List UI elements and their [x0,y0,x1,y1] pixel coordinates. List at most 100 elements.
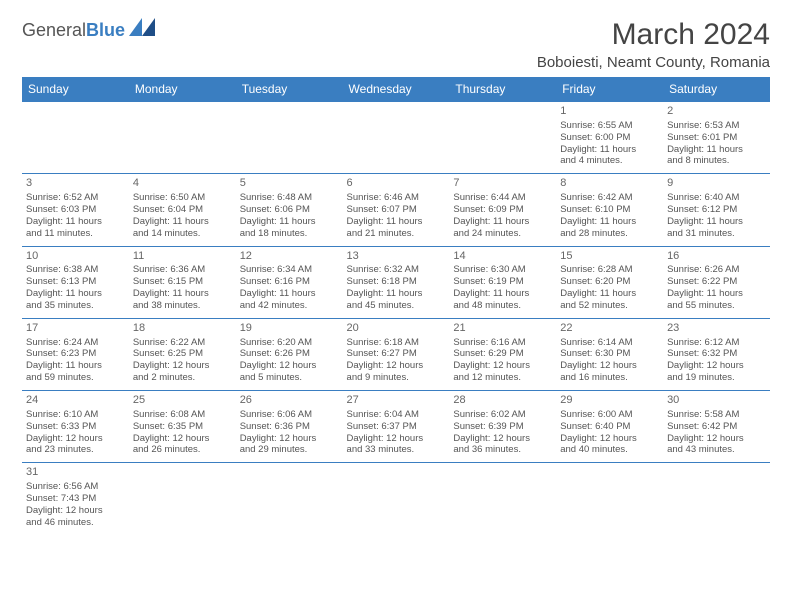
day-detail: Sunrise: 6:32 AM [347,264,446,276]
calendar-cell [449,463,556,535]
day-detail: Daylight: 11 hours [453,288,552,300]
weekday-header: Wednesday [343,77,450,102]
day-detail: Sunset: 6:01 PM [667,132,766,144]
day-detail: Sunset: 6:12 PM [667,204,766,216]
day-detail: Sunset: 6:13 PM [26,276,125,288]
day-detail: Sunrise: 6:26 AM [667,264,766,276]
day-detail: and 21 minutes. [347,228,446,240]
calendar-cell: 24Sunrise: 6:10 AMSunset: 6:33 PMDayligh… [22,391,129,463]
calendar-cell: 4Sunrise: 6:50 AMSunset: 6:04 PMDaylight… [129,174,236,246]
day-number: 17 [26,322,125,336]
header-row: GeneralBlue March 2024 Boboiesti, Neamt … [22,18,770,71]
day-detail: Sunrise: 6:38 AM [26,264,125,276]
day-number: 5 [240,177,339,191]
calendar-cell: 8Sunrise: 6:42 AMSunset: 6:10 PMDaylight… [556,174,663,246]
day-detail: Daylight: 12 hours [240,433,339,445]
day-number: 31 [26,466,125,480]
logo-word2: Blue [86,20,125,40]
day-detail: Daylight: 11 hours [240,288,339,300]
day-detail: Sunrise: 6:55 AM [560,120,659,132]
calendar-week-row: 10Sunrise: 6:38 AMSunset: 6:13 PMDayligh… [22,246,770,318]
day-detail: Sunrise: 6:44 AM [453,192,552,204]
calendar-cell: 10Sunrise: 6:38 AMSunset: 6:13 PMDayligh… [22,246,129,318]
day-detail: and 2 minutes. [133,372,232,384]
day-detail: and 11 minutes. [26,228,125,240]
calendar-cell: 29Sunrise: 6:00 AMSunset: 6:40 PMDayligh… [556,391,663,463]
day-number: 28 [453,394,552,408]
calendar-week-row: 31Sunrise: 6:56 AMSunset: 7:43 PMDayligh… [22,463,770,535]
calendar-cell: 23Sunrise: 6:12 AMSunset: 6:32 PMDayligh… [663,318,770,390]
day-detail: Daylight: 11 hours [667,216,766,228]
day-detail: Sunrise: 6:50 AM [133,192,232,204]
day-detail: and 9 minutes. [347,372,446,384]
calendar-cell [236,102,343,174]
day-detail: Sunset: 6:37 PM [347,421,446,433]
calendar-cell [236,463,343,535]
day-detail: and 28 minutes. [560,228,659,240]
weekday-header: Monday [129,77,236,102]
day-detail: Daylight: 11 hours [26,360,125,372]
day-detail: Daylight: 12 hours [347,433,446,445]
calendar-cell: 22Sunrise: 6:14 AMSunset: 6:30 PMDayligh… [556,318,663,390]
day-detail: Sunrise: 6:40 AM [667,192,766,204]
day-detail: and 23 minutes. [26,444,125,456]
calendar-cell: 27Sunrise: 6:04 AMSunset: 6:37 PMDayligh… [343,391,450,463]
day-number: 11 [133,250,232,264]
day-detail: Sunrise: 6:10 AM [26,409,125,421]
day-detail: Sunset: 6:32 PM [667,348,766,360]
day-detail: Sunrise: 6:22 AM [133,337,232,349]
day-detail: and 24 minutes. [453,228,552,240]
day-detail: Daylight: 12 hours [133,360,232,372]
day-detail: Sunrise: 6:30 AM [453,264,552,276]
calendar-cell: 16Sunrise: 6:26 AMSunset: 6:22 PMDayligh… [663,246,770,318]
day-detail: Daylight: 12 hours [26,433,125,445]
day-detail: Daylight: 11 hours [133,288,232,300]
day-detail: and 5 minutes. [240,372,339,384]
day-detail: Daylight: 11 hours [26,216,125,228]
day-detail: Sunset: 6:27 PM [347,348,446,360]
day-detail: Daylight: 11 hours [667,288,766,300]
calendar-cell: 6Sunrise: 6:46 AMSunset: 6:07 PMDaylight… [343,174,450,246]
calendar-cell: 12Sunrise: 6:34 AMSunset: 6:16 PMDayligh… [236,246,343,318]
calendar-week-row: 1Sunrise: 6:55 AMSunset: 6:00 PMDaylight… [22,102,770,174]
day-number: 25 [133,394,232,408]
calendar-cell: 5Sunrise: 6:48 AMSunset: 6:06 PMDaylight… [236,174,343,246]
day-number: 12 [240,250,339,264]
day-detail: Sunset: 6:00 PM [560,132,659,144]
weekday-header: Tuesday [236,77,343,102]
day-detail: Sunset: 6:16 PM [240,276,339,288]
day-detail: and 35 minutes. [26,300,125,312]
day-detail: and 16 minutes. [560,372,659,384]
day-detail: Sunset: 6:09 PM [453,204,552,216]
day-number: 21 [453,322,552,336]
calendar-cell: 11Sunrise: 6:36 AMSunset: 6:15 PMDayligh… [129,246,236,318]
day-detail: Sunset: 6:33 PM [26,421,125,433]
day-detail: Sunrise: 6:14 AM [560,337,659,349]
day-detail: Daylight: 12 hours [347,360,446,372]
location: Boboiesti, Neamt County, Romania [537,54,770,71]
day-detail: Sunset: 6:30 PM [560,348,659,360]
day-number: 7 [453,177,552,191]
day-number: 26 [240,394,339,408]
day-number: 10 [26,250,125,264]
calendar-cell: 17Sunrise: 6:24 AMSunset: 6:23 PMDayligh… [22,318,129,390]
logo-icon [129,18,155,41]
calendar-cell: 2Sunrise: 6:53 AMSunset: 6:01 PMDaylight… [663,102,770,174]
day-detail: Sunset: 6:19 PM [453,276,552,288]
calendar-cell [129,463,236,535]
day-number: 24 [26,394,125,408]
day-number: 1 [560,105,659,119]
day-detail: Sunrise: 6:46 AM [347,192,446,204]
day-detail: Daylight: 11 hours [133,216,232,228]
calendar-week-row: 24Sunrise: 6:10 AMSunset: 6:33 PMDayligh… [22,391,770,463]
logo-word1: General [22,20,86,40]
day-detail: Daylight: 12 hours [667,360,766,372]
day-detail: Daylight: 11 hours [26,288,125,300]
day-detail: Sunrise: 6:18 AM [347,337,446,349]
day-detail: and 48 minutes. [453,300,552,312]
day-detail: Sunset: 6:18 PM [347,276,446,288]
calendar-week-row: 3Sunrise: 6:52 AMSunset: 6:03 PMDaylight… [22,174,770,246]
calendar-cell: 19Sunrise: 6:20 AMSunset: 6:26 PMDayligh… [236,318,343,390]
day-number: 8 [560,177,659,191]
calendar-cell [556,463,663,535]
